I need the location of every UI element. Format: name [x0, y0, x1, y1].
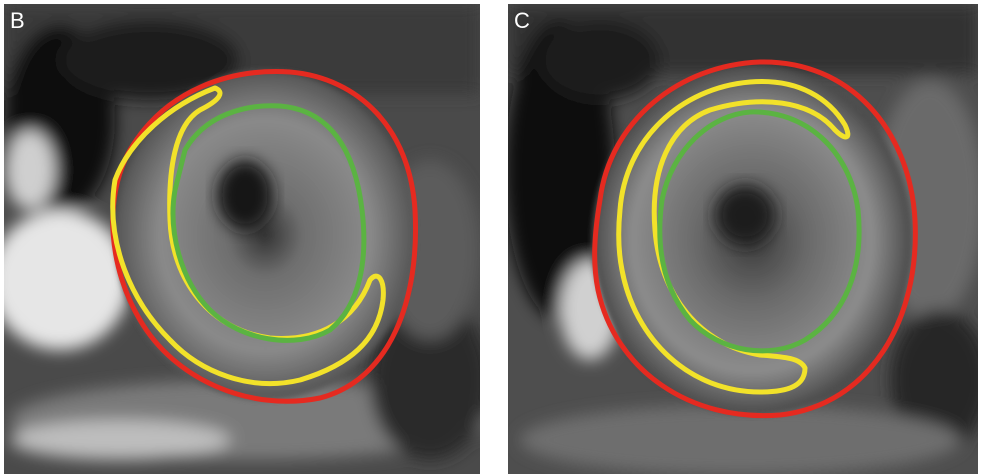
panel-label: B — [10, 8, 25, 33]
page: {"panels": [{"label": "B"}, {"label": "C… — [0, 0, 981, 474]
figure: B C — [0, 0, 981, 474]
panel-b: B — [0, 4, 490, 474]
panel-c: C — [505, 4, 981, 474]
panel-label: C — [514, 8, 530, 33]
